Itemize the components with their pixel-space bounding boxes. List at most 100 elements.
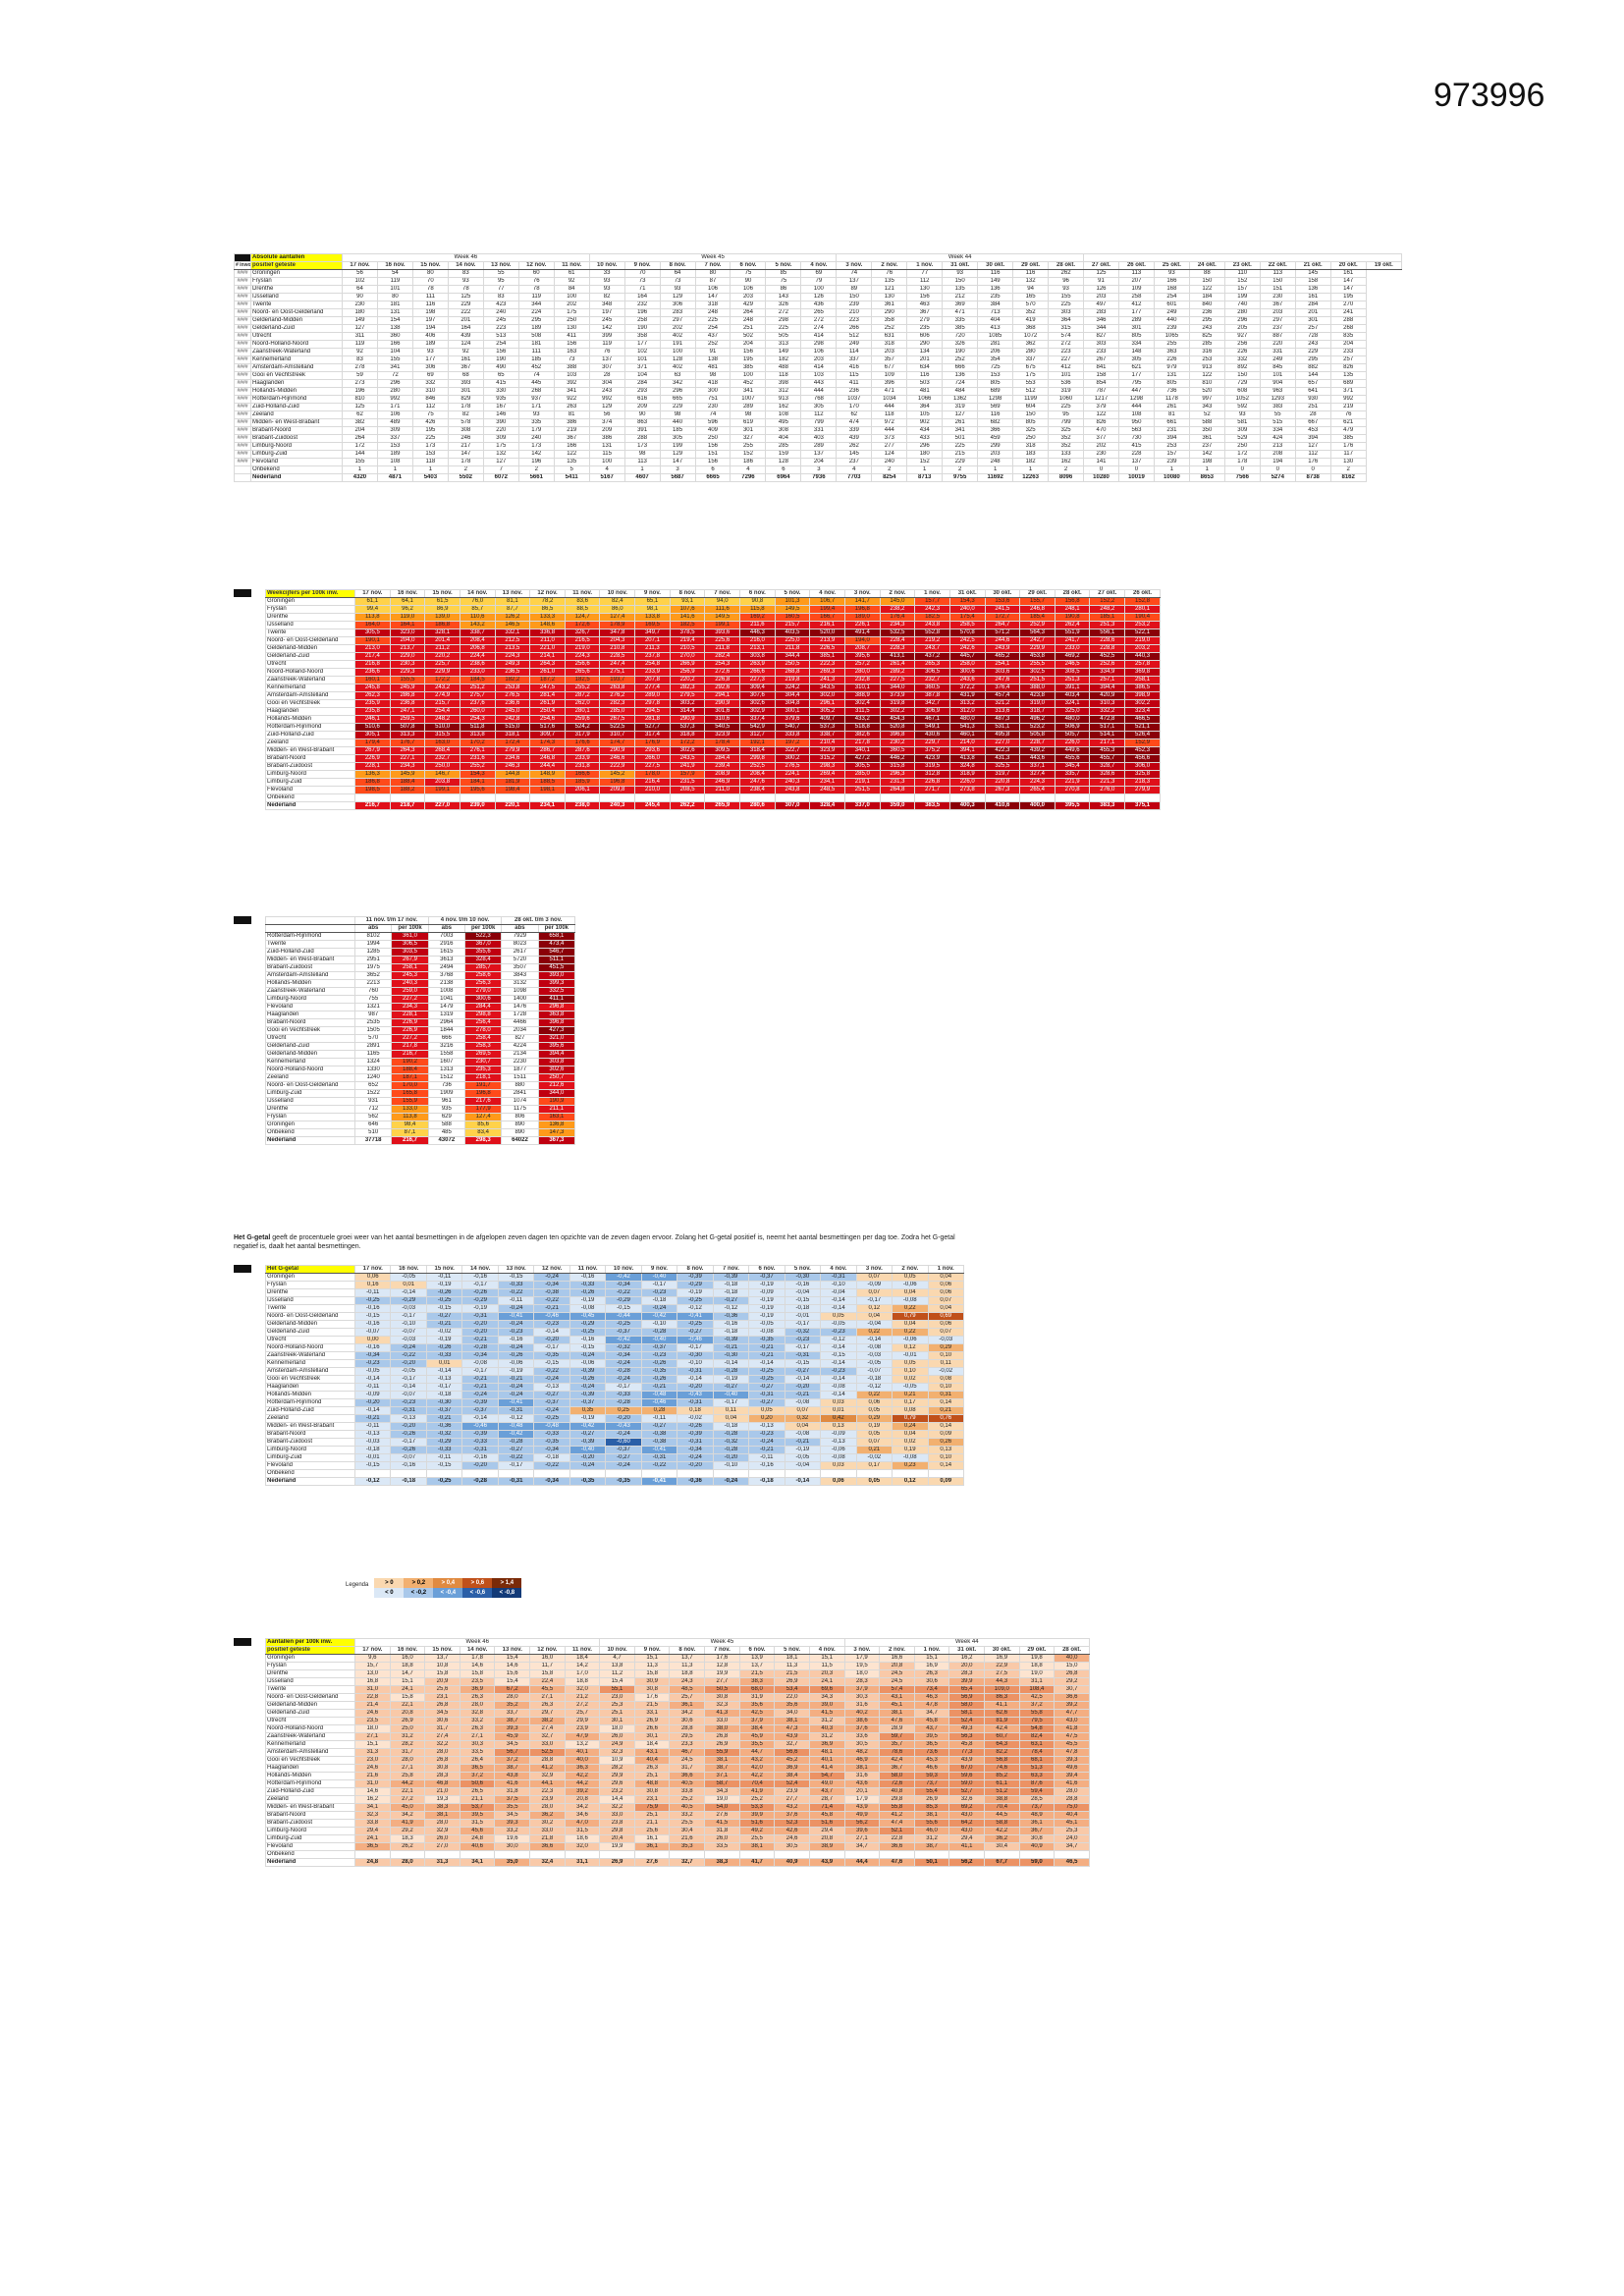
data-cell: 34,2 (389, 1811, 426, 1820)
data-cell: 556,1 (1089, 629, 1126, 637)
data-cell: 137 (1117, 458, 1155, 466)
region-name: Groningen (265, 1121, 355, 1129)
data-cell: 248 (977, 458, 1014, 466)
region-name: Noord- en Oost-Gelderland (265, 1693, 355, 1702)
data-cell: 3843 (501, 971, 539, 980)
data-cell: 505,8 (1019, 731, 1056, 739)
region-name: Brabant-Noord (265, 754, 355, 763)
data-cell: 810 (342, 395, 378, 404)
data-cell: 226,0 (948, 778, 986, 787)
data-cell: 75 (765, 277, 802, 286)
data-cell: 4 (730, 465, 767, 474)
data-cell: 26,2 (389, 1842, 426, 1851)
data-cell: -0,35 (605, 1477, 642, 1486)
data-cell: 36,1 (633, 1842, 671, 1851)
population-cell: #### (234, 395, 251, 404)
data-cell: 303 (1048, 308, 1085, 317)
data-cell: 15,8 (459, 1669, 496, 1678)
data-cell: 121 (871, 285, 908, 294)
date-header: 8 nov. (669, 1646, 706, 1655)
data-cell: -0,24 (677, 1453, 714, 1462)
data-cell (739, 793, 776, 802)
data-cell: 305 (800, 403, 838, 411)
data-cell: -0,03 (855, 1351, 893, 1360)
data-cell: -0,17 (461, 1367, 499, 1376)
table-row: Zeeland 1240 187,1 1512 218,1 1511 250,7 (265, 1073, 576, 1082)
data-cell: 43,6 (843, 1779, 881, 1788)
data-cell: 418 (694, 379, 731, 388)
data-cell: 264,7 (984, 621, 1021, 629)
data-cell: 338,7 (459, 629, 496, 637)
data-cell: 47,0 (564, 1819, 601, 1828)
data-cell: -0,26 (568, 1375, 607, 1384)
data-cell: 256,6 (564, 660, 601, 669)
data-cell (494, 793, 531, 802)
data-cell: 513 (482, 332, 519, 341)
data-cell: -0,36 (425, 1422, 463, 1431)
date-header: 3 nov. (843, 589, 881, 598)
date-header-row: Weekcijfers per 100k inw. 17 nov. 16 nov. 1… (265, 589, 1161, 598)
data-cell: 19,0 (704, 1795, 740, 1804)
data-cell: 243 (1294, 340, 1331, 349)
data-cell: 47,4 (879, 1819, 915, 1828)
region-name: Midden- en West-Brabant (265, 1422, 355, 1431)
data-cell: 24,1 (808, 1677, 845, 1686)
data-cell: 562 (353, 1113, 393, 1121)
data-cell: 32,3 (354, 1811, 391, 1820)
data-cell: 55 (1259, 410, 1296, 419)
data-cell: 497 (1083, 301, 1119, 309)
data-cell: 0,14 (927, 1398, 964, 1407)
data-cell: 64,2 (948, 1819, 985, 1828)
data-cell: 153,6 (984, 597, 1021, 606)
data-cell: 233,0 (1054, 644, 1091, 653)
data-cell: -0,19 (497, 1367, 535, 1376)
data-cell: 13,7 (738, 1662, 776, 1670)
data-cell: 208,7 (843, 644, 881, 653)
data-cell: 28,0 (389, 1858, 426, 1867)
data-cell: 255,2 (459, 762, 496, 771)
data-cell: 232,7 (424, 754, 460, 763)
data-cell: -0,08 (748, 1328, 785, 1337)
region-name: Amsterdam-Amstelland (265, 1748, 355, 1757)
data-cell: -0,15 (425, 1304, 463, 1313)
data-cell: 398,9 (1124, 691, 1161, 700)
data-cell: 34,3 (808, 1693, 845, 1702)
data-cell: -0,21 (784, 1438, 822, 1447)
data-cell: 298 (765, 316, 802, 325)
data-cell: 217,4 (354, 652, 391, 661)
data-cell: 45,0 (389, 1803, 426, 1812)
table-row: Gelderland-Midden 1165 216,7 1558 269,5 2134 3… (265, 1050, 576, 1059)
data-cell: 219 (1329, 403, 1367, 411)
data-cell: 235,9 (354, 699, 391, 708)
data-cell: 65 (482, 371, 519, 380)
data-cell: 35,3 (669, 1842, 706, 1851)
region-name: IJsselland (265, 1097, 355, 1106)
date-header: 6 nov. (748, 1265, 785, 1274)
data-cell: 213 (1259, 442, 1296, 451)
data-cell: -0,24 (497, 1383, 535, 1392)
data-cell: 15,4 (494, 1677, 531, 1686)
region-name: Gooi en Vechtstreek (250, 371, 343, 380)
data-cell: -0,39 (568, 1367, 607, 1376)
data-cell: -0,11 (497, 1296, 535, 1305)
data-cell: 37,9 (738, 1717, 776, 1725)
data-cell: -0,35 (533, 1351, 570, 1360)
data-cell: 129 (588, 403, 625, 411)
data-cell: 67,2 (494, 1685, 531, 1694)
data-cell: -0,25 (425, 1477, 463, 1486)
data-cell: 295 (1188, 316, 1225, 325)
population-cell: #### (234, 316, 251, 325)
data-cell: 328,4 (809, 801, 845, 810)
data-cell: 116 (1012, 269, 1050, 278)
table-row: IJsselland 931 155,9 961 217,6 1074 190,9 (265, 1097, 576, 1106)
data-cell: 108 (765, 410, 802, 419)
data-cell: 411,1 (537, 995, 576, 1004)
data-cell: 452,3 (1124, 746, 1161, 755)
data-cell: 224 (517, 308, 555, 317)
data-cell: -0,21 (784, 1391, 822, 1399)
data-cell: 319,7 (984, 770, 1021, 779)
region-name: Flevoland (250, 458, 343, 466)
data-cell: 306 (659, 301, 696, 309)
data-cell: -0,26 (640, 1375, 678, 1384)
data-cell: 43,9 (774, 1732, 810, 1741)
